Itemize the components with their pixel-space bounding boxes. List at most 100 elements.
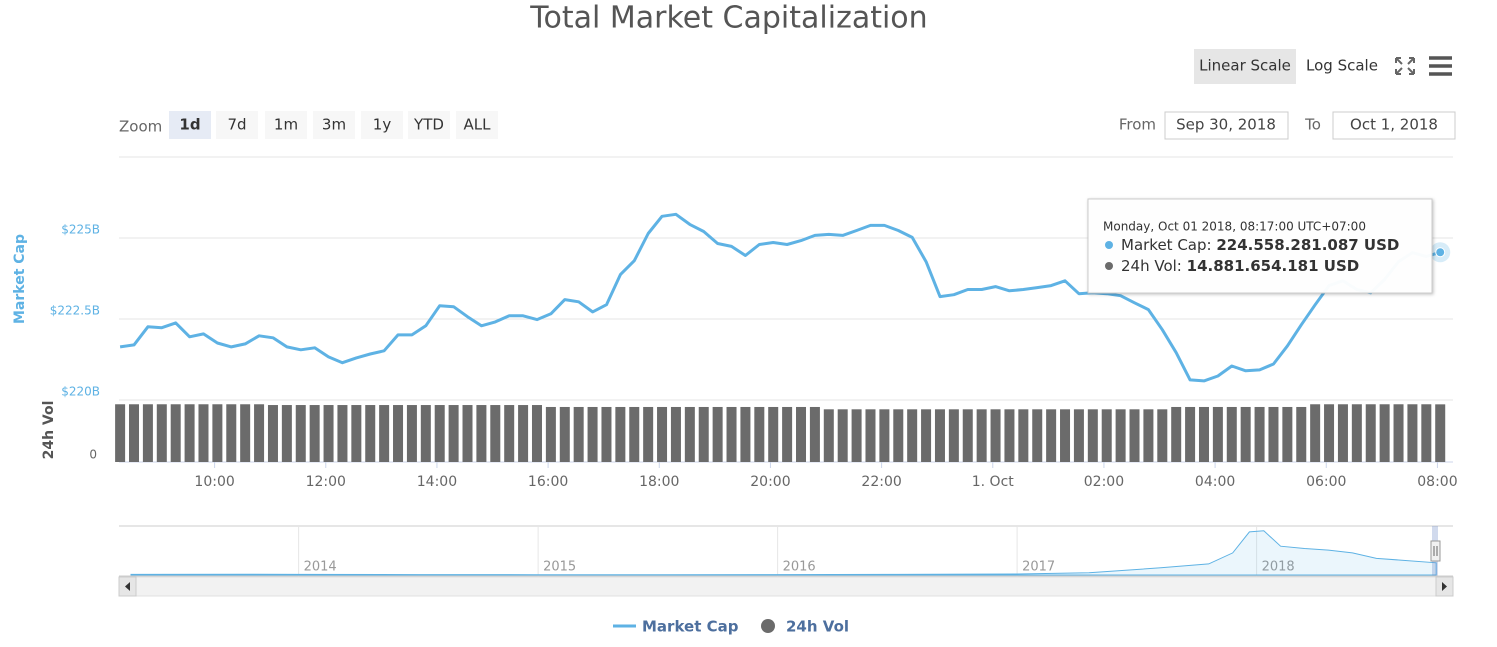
- x-tick-label: 04:00: [1195, 474, 1235, 490]
- x-tick-label: 10:00: [194, 474, 234, 490]
- zoom-button[interactable]: 3m: [322, 116, 346, 134]
- to-input[interactable]: [1332, 111, 1456, 140]
- volume-bar: [212, 404, 223, 462]
- zoom-button[interactable]: 1d: [179, 116, 200, 134]
- volume-bar: [976, 409, 987, 462]
- legend-item[interactable]: Market Cap: [613, 618, 739, 636]
- y2-axis-title: 24h Vol: [41, 401, 57, 460]
- zoom-button-bg[interactable]: [408, 111, 450, 139]
- scale-button[interactable]: Linear Scale: [1199, 57, 1291, 75]
- volume-bar: [1310, 404, 1321, 462]
- zoom-button[interactable]: YTD: [413, 116, 444, 134]
- market-cap-line: [119, 212, 1441, 383]
- chart-title: Total Market Capitalization: [529, 1, 927, 36]
- volume-bar: [615, 406, 626, 462]
- navigator-label: 2015: [543, 560, 576, 575]
- volume-bar: [1324, 404, 1335, 462]
- volume-bar: [1212, 406, 1223, 462]
- volume-bar: [907, 409, 918, 462]
- volume-bar: [142, 404, 153, 462]
- navigator-label: 2014: [304, 560, 337, 575]
- volume-bar: [587, 406, 598, 462]
- volume-bar: [1171, 406, 1182, 462]
- volume-bar: [879, 409, 890, 462]
- scale-button-bg[interactable]: [1194, 49, 1296, 84]
- zoom-button-bg[interactable]: [265, 111, 307, 139]
- volume-bar: [518, 405, 529, 462]
- legend-item[interactable]: 24h Vol: [761, 618, 849, 636]
- zoom-button-bg[interactable]: [313, 111, 355, 139]
- volume-bar: [1435, 404, 1446, 462]
- tooltip: Monday, Oct 01 2018, 08:17:00 UTC+07:00 M…: [1087, 198, 1433, 294]
- x-tick-label: 1. Oct: [972, 474, 1015, 490]
- scale-button[interactable]: Log Scale: [1306, 57, 1378, 75]
- x-tick-label: 08:00: [1417, 474, 1457, 490]
- zoom-button-bg[interactable]: [216, 111, 258, 139]
- volume-bar: [393, 405, 404, 462]
- volume-bar: [1421, 404, 1432, 462]
- volume-bar: [323, 405, 334, 462]
- from-input[interactable]: [1164, 111, 1289, 140]
- tooltip-row: 24h Vol: 14.881.654.181 USD: [1121, 257, 1359, 275]
- scrollbar[interactable]: [118, 576, 1454, 597]
- volume-bar: [1018, 409, 1029, 462]
- zoom-button-bg[interactable]: [361, 111, 403, 139]
- volume-bar: [115, 404, 126, 462]
- volume-bar: [1407, 404, 1418, 462]
- tooltip-box: [1087, 198, 1433, 294]
- volume-bar: [254, 404, 265, 462]
- volume-bar: [1268, 406, 1279, 462]
- volume-bar: [768, 406, 779, 462]
- volume-bar: [698, 406, 709, 462]
- tooltip-row: Market Cap: 224.558.281.087 USD: [1121, 236, 1399, 254]
- volume-bar: [1046, 409, 1057, 462]
- fullscreen-icon[interactable]: [1395, 57, 1415, 75]
- y-axis-title: Market Cap: [12, 234, 28, 324]
- volume-bar: [545, 406, 556, 462]
- legend-label[interactable]: Market Cap: [642, 618, 739, 636]
- volume-bar: [726, 406, 737, 462]
- tooltip-label: Market Cap:: [1121, 236, 1212, 254]
- volume-bar: [1351, 404, 1362, 462]
- volume-bar: [629, 406, 640, 462]
- volume-bar: [657, 406, 668, 462]
- volume-bar: [309, 405, 320, 462]
- zoom-button[interactable]: 1y: [373, 116, 392, 134]
- navigator-area: [130, 530, 1437, 576]
- volume-bar: [1115, 409, 1126, 462]
- arrow-right: [1442, 582, 1447, 591]
- zoom-button[interactable]: 1m: [274, 116, 298, 134]
- zoom-button-bg[interactable]: [169, 111, 211, 139]
- zoom-button[interactable]: 7d: [227, 116, 246, 134]
- navigator-label: 2018: [1262, 560, 1295, 575]
- volume-bar: [337, 405, 348, 462]
- menu-icon[interactable]: [1429, 56, 1452, 76]
- legend-symbol: [761, 619, 775, 633]
- legend-label[interactable]: 24h Vol: [786, 618, 849, 636]
- volume-bar: [670, 406, 681, 462]
- x-tick-label: 18:00: [639, 474, 679, 490]
- volume-bar: [740, 406, 751, 462]
- volume-bar: [1393, 404, 1404, 462]
- x-tick-label: 02:00: [1084, 474, 1124, 490]
- volume-bar: [893, 409, 904, 462]
- y-tick-label: $220B: [61, 385, 100, 399]
- volume-bar: [1240, 406, 1251, 462]
- zoom-button[interactable]: ALL: [464, 116, 492, 134]
- navigator-handle[interactable]: [1430, 540, 1441, 562]
- zoom-button-bg[interactable]: [456, 111, 498, 139]
- volume-bar: [754, 406, 765, 462]
- volume-bar: [184, 404, 195, 462]
- x-tick-label: 22:00: [861, 474, 901, 490]
- volume-bar: [1254, 406, 1265, 462]
- volume-bar: [809, 406, 820, 462]
- volume-bar: [420, 405, 431, 462]
- volume-bar: [559, 406, 570, 462]
- volume-bar: [240, 404, 251, 462]
- volume-bar: [198, 404, 209, 462]
- volume-bar: [226, 404, 237, 462]
- volume-bar: [962, 409, 973, 462]
- volume-bar: [1282, 406, 1293, 462]
- volume-bar: [406, 405, 417, 462]
- tooltip-marker: [1105, 241, 1113, 249]
